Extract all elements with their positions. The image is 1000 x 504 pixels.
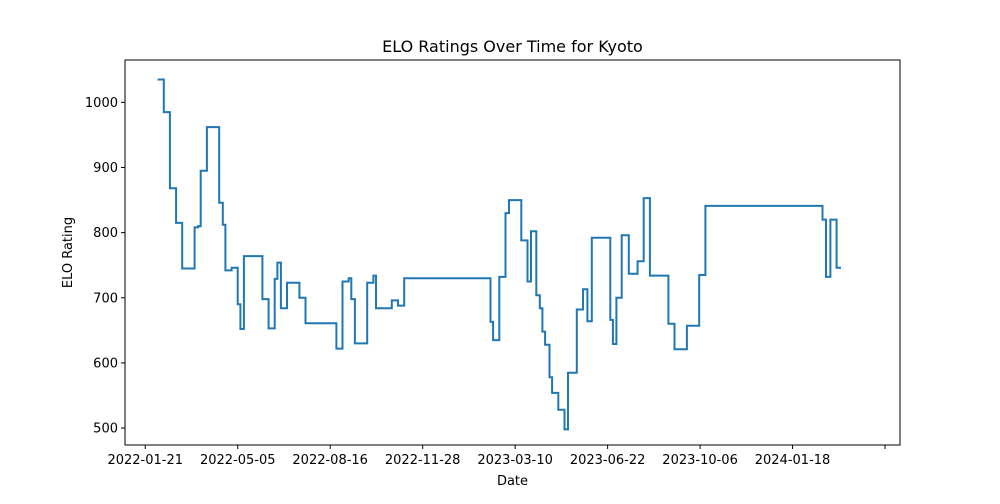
y-axis-label: ELO Rating — [61, 217, 76, 288]
x-tick-label: 2023-06-22 — [570, 453, 646, 468]
chart-title: ELO Ratings Over Time for Kyoto — [382, 37, 643, 56]
x-tick-label: 2022-05-05 — [200, 453, 276, 468]
x-tick-label: 2023-10-06 — [662, 453, 738, 468]
x-tick-label: 2023-03-10 — [477, 453, 553, 468]
y-tick-label: 700 — [93, 291, 118, 306]
x-tick-label: 2022-08-16 — [292, 453, 368, 468]
x-tick-label: 2022-11-28 — [385, 453, 461, 468]
y-tick-label: 1000 — [85, 96, 118, 111]
y-tick-label: 800 — [93, 226, 118, 241]
x-tick-label: 2024-01-18 — [755, 453, 831, 468]
y-tick-label: 900 — [93, 161, 118, 176]
y-tick-label: 600 — [93, 356, 118, 371]
y-tick-label: 500 — [93, 422, 118, 437]
plot-frame — [124, 59, 901, 446]
series-line-0 — [157, 78, 841, 431]
x-axis-label: Date — [497, 474, 528, 489]
x-tick-label: 2022-01-21 — [107, 453, 183, 468]
y-axis-ticks: 500 600 700 800 900 1000 — [85, 96, 125, 437]
series-layer — [157, 78, 841, 431]
x-axis-ticks: 2022-01-21 2022-05-05 2022-08-16 2022-11-28… — [107, 445, 886, 468]
plot-area — [125, 60, 900, 445]
